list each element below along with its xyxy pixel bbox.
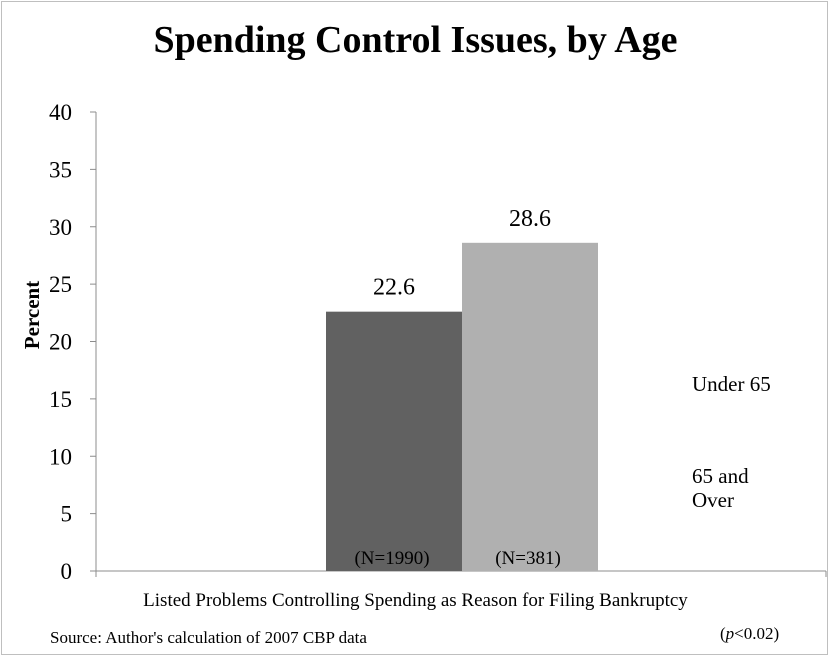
bars bbox=[326, 242, 598, 571]
y-tick-label: 30 bbox=[49, 215, 72, 240]
p-value-note: (p<0.02) bbox=[720, 624, 779, 644]
bar-n-label: (N=381) bbox=[495, 548, 561, 569]
chart-title: Spending Control Issues, by Age bbox=[153, 19, 678, 61]
p-value-open: ( bbox=[720, 624, 726, 643]
legend-label-65-line1: 65 and bbox=[692, 464, 749, 488]
bar-value-label: 22.6 bbox=[373, 275, 415, 301]
legend-label-65-and-over: 65 and Over bbox=[692, 464, 782, 512]
bar-n-label: (N=1990) bbox=[354, 548, 429, 569]
legend-item-65-and-over: 65 and Over bbox=[692, 464, 812, 512]
y-axis-label: Percent bbox=[20, 281, 44, 349]
source-note: Source: Author's calculation of 2007 CBP… bbox=[50, 628, 367, 647]
legend-label-65-line2: Over bbox=[692, 488, 734, 512]
y-tick-label: 40 bbox=[49, 100, 72, 125]
y-tick-label: 20 bbox=[49, 330, 72, 355]
bar bbox=[326, 311, 462, 571]
y-tick-label: 5 bbox=[61, 502, 73, 527]
p-value-rest: <0.02) bbox=[734, 624, 780, 643]
bar-value-label: 28.6 bbox=[509, 206, 551, 232]
x-axis-label: Listed Problems Controlling Spending as … bbox=[143, 590, 688, 611]
y-tick-label: 35 bbox=[49, 157, 72, 182]
y-tick-label: 10 bbox=[49, 444, 72, 469]
y-tick-label: 15 bbox=[49, 387, 72, 412]
legend-label-under-65: Under 65 bbox=[692, 372, 771, 396]
y-tick-label: 0 bbox=[61, 559, 73, 584]
legend-item-under-65: Under 65 bbox=[692, 372, 812, 396]
p-value-var: p bbox=[725, 624, 735, 643]
y-tick-label: 25 bbox=[49, 272, 72, 297]
bar bbox=[462, 242, 598, 571]
y-ticks: 0 5 10 15 20 25 30 35 40 bbox=[49, 100, 96, 584]
data-labels: 22.6 (N=1990) 28.6 (N=381) bbox=[354, 206, 560, 569]
